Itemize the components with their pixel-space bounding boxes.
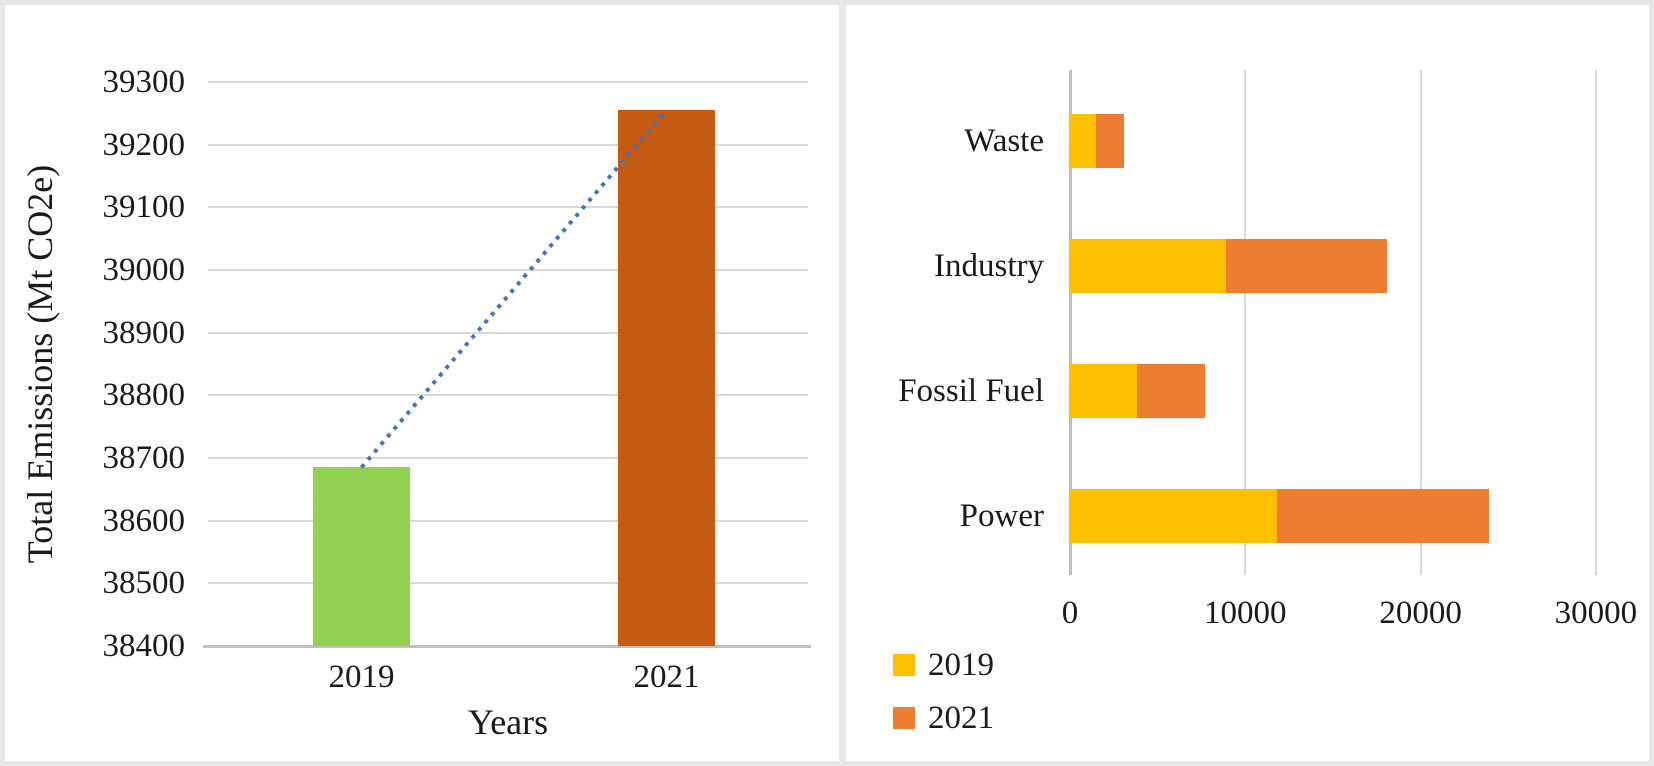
gridline-38500 [208,582,808,585]
bar-Power-2019 [1070,489,1277,543]
gridline-20000 [1419,70,1422,575]
gridline-38600 [208,519,808,522]
legend-swatch-2021 [893,707,915,729]
gridline-38800 [208,394,808,397]
xtick-label-2021: 2021 [633,659,700,695]
category-label-Industry: Industry [934,248,1044,284]
xtick-label-0: 0 [1061,595,1079,631]
ytick-label-38800: 38800 [102,377,186,414]
y-axis-line [1069,70,1072,575]
gridline-39000 [208,269,808,271]
ytick-label-38600: 38600 [102,502,186,539]
legend-label-2019: 2019 [928,647,994,683]
ytick-label-39200: 39200 [102,126,186,163]
gridline-38700 [208,457,808,459]
bar-Industry-2019 [1070,239,1227,293]
gridline-39100 [208,206,808,209]
ytick-label-38900: 38900 [102,314,186,351]
xtick-label-30000: 30000 [1554,595,1638,631]
sector-emissions-chart-panel: Waste Industry Fossil Fuel Power 0 10000 2000… [846,0,1654,766]
x-axis-title: Years [467,702,549,742]
gridline-39200 [208,143,808,146]
bar-Waste-2021 [1096,114,1125,168]
ytick-label-39300: 39300 [102,64,186,100]
panel-divider [839,0,846,766]
bar-2019 [313,467,410,646]
bar-Power-2021 [1276,489,1489,543]
legend-label-2021: 2021 [928,700,994,736]
category-label-Fossil Fuel: Fossil Fuel [898,373,1044,409]
bar-Fossil Fuel-2019 [1070,364,1137,418]
gridline-39300 [208,81,808,83]
bar-Industry-2021 [1226,239,1388,293]
category-label-Waste: Waste [964,123,1044,159]
trendline-dotted [359,108,669,469]
category-label-Power: Power [959,498,1044,534]
xtick-label-2019: 2019 [328,659,395,695]
ytick-label-38400: 38400 [102,628,186,664]
gridline-30000 [1594,70,1597,575]
ytick-label-39100: 39100 [102,189,186,226]
ytick-label-39000: 39000 [102,252,186,288]
gridline-38900 [208,331,808,334]
bar-2021 [618,110,715,646]
xtick-label-20000: 20000 [1379,595,1462,631]
bar-Waste-2019 [1070,114,1097,168]
gridline-10000 [1244,70,1247,575]
total-emissions-chart-panel: 38400 38500 38600 38700 38800 38900 39000 39100… [20,64,811,742]
xtick-label-10000: 10000 [1204,595,1287,631]
ytick-label-38500: 38500 [102,565,186,602]
bar-Fossil Fuel-2021 [1136,364,1205,418]
legend-swatch-2019 [893,654,915,676]
ytick-label-38700: 38700 [102,440,186,476]
x-axis-line [203,645,811,648]
